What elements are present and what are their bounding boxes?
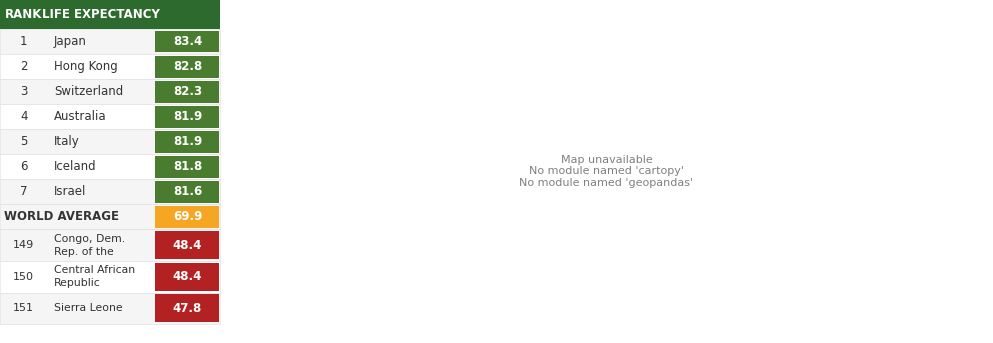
Text: 2: 2 (20, 60, 28, 73)
Bar (155, 106, 218, 128)
Bar (0, 79, 220, 104)
Text: Israel: Israel (54, 186, 86, 198)
Text: 81.8: 81.8 (173, 161, 203, 173)
Text: 81.9: 81.9 (173, 135, 203, 148)
Text: Iceland: Iceland (54, 161, 96, 173)
Text: 150: 150 (13, 272, 34, 282)
Text: 151: 151 (13, 303, 34, 314)
Text: Central African
Republic: Central African Republic (54, 265, 135, 288)
Text: 82.8: 82.8 (173, 60, 203, 73)
Text: Australia: Australia (54, 110, 106, 123)
Bar (0, 179, 220, 204)
Bar (0, 293, 220, 324)
Text: Switzerland: Switzerland (54, 85, 123, 98)
Text: Congo, Dem.
Rep. of the: Congo, Dem. Rep. of the (54, 234, 125, 257)
Text: 83.4: 83.4 (173, 35, 203, 48)
Text: LIFE EXPECTANCY: LIFE EXPECTANCY (42, 8, 160, 21)
Bar (155, 231, 218, 259)
Bar (155, 31, 218, 52)
Text: Hong Kong: Hong Kong (54, 60, 117, 73)
Text: Japan: Japan (54, 35, 86, 48)
Text: RANK: RANK (5, 8, 43, 21)
Bar (0, 261, 220, 293)
Bar (155, 181, 218, 203)
Text: 47.8: 47.8 (173, 302, 203, 315)
Bar (0, 129, 220, 154)
Text: 3: 3 (20, 85, 28, 98)
Text: WORLD AVERAGE: WORLD AVERAGE (4, 211, 119, 223)
Bar (0, 29, 220, 54)
Bar (155, 294, 218, 322)
Bar (0, 54, 220, 79)
Text: 7: 7 (20, 186, 28, 198)
Bar (155, 206, 218, 228)
Bar (155, 131, 218, 153)
Bar (0, 104, 220, 129)
Text: 81.6: 81.6 (173, 186, 203, 198)
Text: 48.4: 48.4 (173, 270, 203, 283)
Text: Map unavailable
No module named 'cartopy'
No module named 'geopandas': Map unavailable No module named 'cartopy… (519, 155, 693, 188)
Bar (0, 229, 220, 261)
Text: 48.4: 48.4 (173, 239, 203, 252)
Text: 149: 149 (13, 240, 35, 250)
Bar (155, 263, 218, 291)
Text: 69.9: 69.9 (173, 211, 203, 223)
Bar (155, 81, 218, 103)
Text: Italy: Italy (54, 135, 79, 148)
Text: 6: 6 (20, 161, 28, 173)
Text: 82.3: 82.3 (173, 85, 203, 98)
Bar (0, 154, 220, 179)
Bar (155, 156, 218, 178)
Text: 81.9: 81.9 (173, 110, 203, 123)
Text: 4: 4 (20, 110, 28, 123)
Text: 1: 1 (20, 35, 28, 48)
Bar (0, 204, 220, 229)
Text: 5: 5 (20, 135, 28, 148)
Text: Sierra Leone: Sierra Leone (54, 303, 122, 314)
Bar (155, 56, 218, 78)
Bar (0, 0, 220, 29)
